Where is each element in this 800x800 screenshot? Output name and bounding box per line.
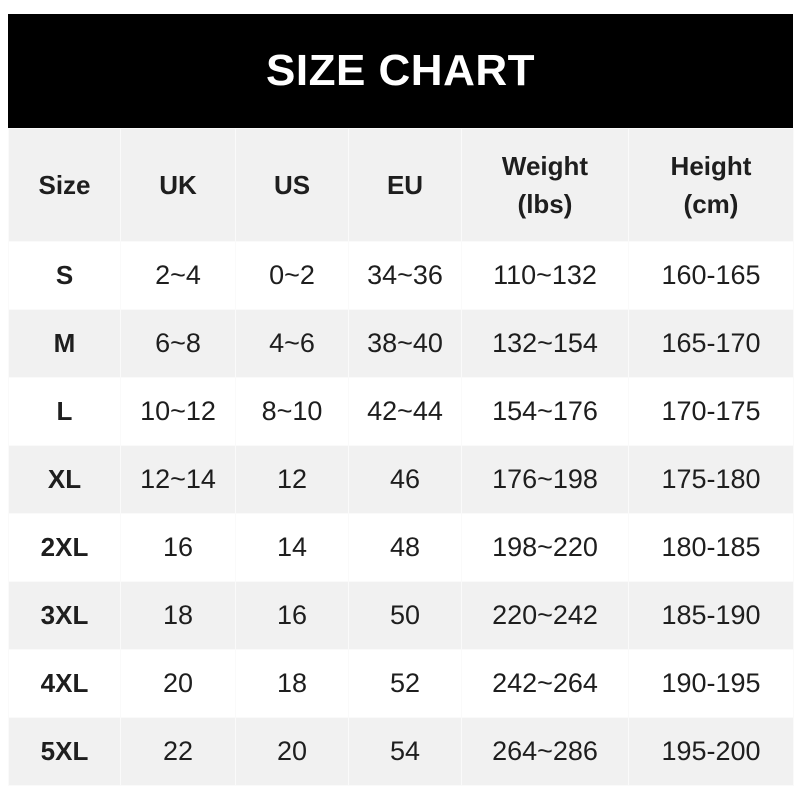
- table-cell: 242~264: [461, 649, 629, 718]
- table-cell: 48: [348, 513, 462, 582]
- table-row: XL 12~14 12 46 176~198 175-180: [8, 445, 794, 514]
- column-header-unit: (lbs): [517, 189, 573, 219]
- table-cell: 38~40: [348, 309, 462, 378]
- table-row: 2XL 16 14 48 198~220 180-185: [8, 513, 794, 582]
- table-cell: 8~10: [235, 377, 349, 446]
- table-cell: 165-170: [628, 309, 794, 378]
- table-row: M 6~8 4~6 38~40 132~154 165-170: [8, 309, 794, 378]
- table-cell: 12: [235, 445, 349, 514]
- size-cell: 4XL: [8, 649, 121, 718]
- table-row: 5XL 22 20 54 264~286 195-200: [8, 717, 794, 786]
- column-header-label: UK: [159, 170, 197, 200]
- table-cell: 18: [235, 649, 349, 718]
- table-cell: 6~8: [120, 309, 236, 378]
- size-cell: 5XL: [8, 717, 121, 786]
- size-chart-title: SIZE CHART: [8, 14, 793, 128]
- table-cell: 185-190: [628, 581, 794, 650]
- table-cell: 132~154: [461, 309, 629, 378]
- table-cell: 190-195: [628, 649, 794, 718]
- table-cell: 18: [120, 581, 236, 650]
- table-cell: 42~44: [348, 377, 462, 446]
- table-cell: 154~176: [461, 377, 629, 446]
- header-row: Size UK US EU Weight (lbs) Height (cm): [8, 128, 794, 242]
- table-cell: 20: [120, 649, 236, 718]
- table-cell: 2~4: [120, 241, 236, 310]
- table-cell: 198~220: [461, 513, 629, 582]
- column-header-height: Height (cm): [628, 128, 794, 242]
- table-cell: 46: [348, 445, 462, 514]
- column-header-size: Size: [8, 128, 121, 242]
- table-cell: 52: [348, 649, 462, 718]
- table-cell: 160-165: [628, 241, 794, 310]
- column-header-eu: EU: [348, 128, 462, 242]
- table-cell: 110~132: [461, 241, 629, 310]
- table-cell: 220~242: [461, 581, 629, 650]
- table-cell: 0~2: [235, 241, 349, 310]
- table-row: 4XL 20 18 52 242~264 190-195: [8, 649, 794, 718]
- size-cell: 3XL: [8, 581, 121, 650]
- table-cell: 16: [120, 513, 236, 582]
- column-header-label: Weight: [501, 151, 589, 181]
- table-row: S 2~4 0~2 34~36 110~132 160-165: [8, 241, 794, 310]
- table-cell: 175-180: [628, 445, 794, 514]
- column-header-label: US: [273, 170, 311, 200]
- table-cell: 176~198: [461, 445, 629, 514]
- table-row: L 10~12 8~10 42~44 154~176 170-175: [8, 377, 794, 446]
- table-cell: 180-185: [628, 513, 794, 582]
- table-cell: 4~6: [235, 309, 349, 378]
- column-header-weight: Weight (lbs): [461, 128, 629, 242]
- table-cell: 20: [235, 717, 349, 786]
- table-cell: 264~286: [461, 717, 629, 786]
- size-cell: 2XL: [8, 513, 121, 582]
- column-header-us: US: [235, 128, 349, 242]
- size-cell: XL: [8, 445, 121, 514]
- column-header-unit: (cm): [683, 189, 739, 219]
- table-cell: 50: [348, 581, 462, 650]
- size-table: Size UK US EU Weight (lbs) Height (cm) S 2~4 0~2 3…: [8, 128, 794, 786]
- table-cell: 14: [235, 513, 349, 582]
- table-cell: 34~36: [348, 241, 462, 310]
- size-cell: S: [8, 241, 121, 310]
- column-header-uk: UK: [120, 128, 236, 242]
- table-cell: 195-200: [628, 717, 794, 786]
- table-cell: 10~12: [120, 377, 236, 446]
- column-header-label: Height: [670, 151, 752, 181]
- table-cell: 12~14: [120, 445, 236, 514]
- table-cell: 54: [348, 717, 462, 786]
- table-row: 3XL 18 16 50 220~242 185-190: [8, 581, 794, 650]
- column-header-label: Size: [38, 170, 91, 200]
- table-cell: 22: [120, 717, 236, 786]
- table-cell: 170-175: [628, 377, 794, 446]
- table-cell: 16: [235, 581, 349, 650]
- size-cell: L: [8, 377, 121, 446]
- column-header-label: EU: [386, 170, 424, 200]
- size-cell: M: [8, 309, 121, 378]
